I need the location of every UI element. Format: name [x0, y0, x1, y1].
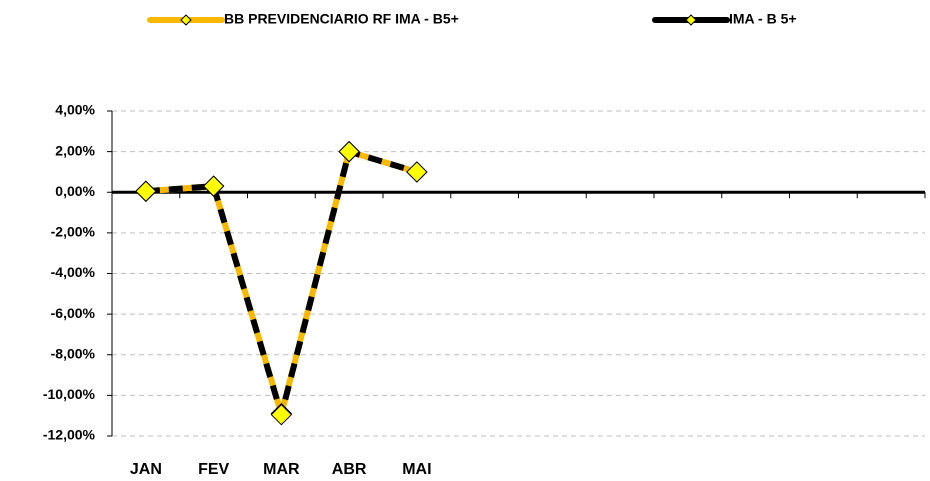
marker	[202, 175, 225, 197]
y-tick-label: 2,00%	[55, 142, 95, 158]
legend-label: BB PREVIDENCIARIO RF IMA - B5+	[224, 11, 459, 27]
x-tick-label: MAI	[402, 461, 431, 478]
marker	[270, 403, 293, 426]
legend-marker	[685, 14, 697, 26]
marker	[338, 140, 360, 163]
y-tick-label: -6,00%	[51, 305, 96, 321]
legend-label: IMA - B 5+	[729, 11, 797, 27]
x-tick-label: MAR	[263, 461, 300, 478]
y-tick-label: -2,00%	[51, 224, 96, 240]
x-tick-label: ABR	[332, 461, 367, 478]
y-tick-label: -4,00%	[51, 264, 96, 280]
y-tick-label: 0,00%	[55, 183, 95, 199]
marker	[135, 180, 157, 202]
y-tick-label: 4,00%	[55, 102, 95, 118]
x-tick-label: FEV	[198, 461, 229, 478]
y-tick-label: -8,00%	[51, 345, 96, 361]
x-tick-label: JAN	[130, 461, 162, 478]
marker	[406, 161, 428, 183]
legend-marker	[180, 14, 192, 26]
y-tick-label: -10,00%	[43, 386, 96, 402]
y-tick-label: -12,00%	[43, 427, 96, 443]
